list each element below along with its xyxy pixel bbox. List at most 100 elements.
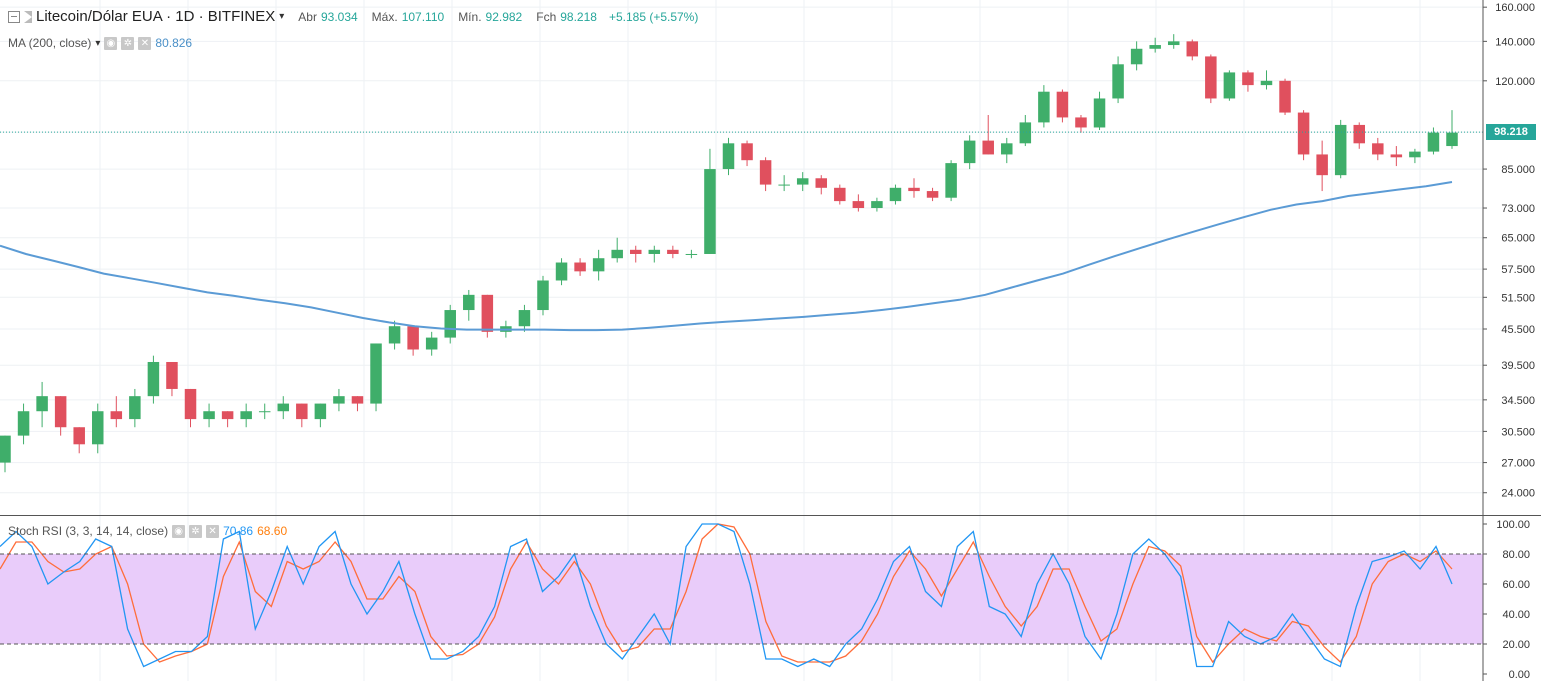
close-label: Fch — [536, 9, 557, 24]
symbol-legend: Litecoin/Dólar EUA · 1D · BITFINEX ▾ Abr… — [8, 8, 698, 25]
candle-body — [54, 396, 67, 428]
candle-body — [1353, 124, 1365, 144]
candle-body — [240, 411, 252, 420]
candle-body — [945, 163, 957, 198]
open-label: Abr — [298, 9, 317, 24]
stoch-tick-label: 0.00 — [1509, 669, 1530, 681]
candle-body — [73, 427, 85, 445]
price-tick-label: 140.000 — [1495, 36, 1535, 48]
stoch-k-value: 70.86 — [223, 524, 254, 538]
candle-body — [834, 187, 846, 202]
candle-body — [1372, 143, 1384, 155]
candle-body — [17, 411, 30, 436]
close-icon[interactable]: ✕ — [206, 524, 220, 538]
candle-body — [889, 187, 902, 202]
candle-body — [574, 262, 586, 272]
price-tick-label: 73.000 — [1501, 203, 1535, 215]
candle-body — [129, 396, 141, 420]
close-icon[interactable]: ✕ — [138, 36, 152, 50]
candle-body — [203, 411, 215, 420]
ma-value: 80.826 — [155, 36, 193, 50]
stoch-label[interactable]: Stoch RSI (3, 3, 14, 14, close) — [8, 524, 169, 538]
candle-body — [741, 143, 753, 161]
candle-body — [0, 435, 11, 463]
candle-body — [277, 403, 290, 412]
open-value: 93.034 — [320, 9, 358, 24]
candle-body — [1316, 154, 1328, 176]
candle-body — [1019, 122, 1032, 144]
candle-body — [648, 249, 661, 254]
flag-icon[interactable] — [24, 10, 32, 23]
low-value: 92.982 — [485, 9, 523, 24]
collapse-icon[interactable] — [8, 10, 20, 23]
stoch-d-value: 68.60 — [257, 524, 288, 538]
candle-body — [407, 326, 419, 350]
low-label: Mín. — [458, 9, 482, 24]
gear-icon[interactable]: ✲ — [189, 524, 203, 538]
stoch-legend: Stoch RSI (3, 3, 14, 14, close) ◉ ✲ ✕ 70… — [8, 524, 287, 538]
candle-body — [778, 184, 790, 186]
gear-icon[interactable]: ✲ — [121, 36, 135, 50]
candle-body — [1186, 41, 1199, 57]
ma-legend: MA (200, close) ▾ ◉ ✲ ✕ 80.826 — [8, 36, 192, 50]
high-value: 107.110 — [401, 9, 445, 24]
eye-icon[interactable]: ◉ — [104, 36, 118, 50]
price-tick-label: 39.500 — [1501, 360, 1535, 372]
price-tick-label: 120.000 — [1495, 76, 1535, 88]
candle-body — [611, 249, 623, 259]
price-tick-label: 51.500 — [1501, 292, 1535, 304]
candle-body — [629, 249, 642, 254]
eye-icon[interactable]: ◉ — [172, 524, 186, 538]
chevron-down-icon[interactable]: ▾ — [279, 11, 285, 22]
price-tick-label: 57.500 — [1501, 264, 1535, 276]
candle-body — [463, 294, 475, 311]
candle-body — [815, 178, 828, 188]
candle-body — [592, 258, 605, 272]
price-tick-label: 24.000 — [1501, 488, 1535, 500]
ma-label[interactable]: MA (200, close) — [8, 36, 92, 50]
price-tick-label: 34.500 — [1501, 395, 1535, 407]
candle-body — [296, 403, 308, 420]
candle-body — [1205, 56, 1217, 99]
candle-body — [685, 253, 698, 255]
symbol-title[interactable]: Litecoin/Dólar EUA · 1D · BITFINEX — [36, 8, 276, 25]
candle-body — [1001, 143, 1013, 155]
candle-body — [1242, 72, 1254, 86]
price-tick-label: 27.000 — [1501, 458, 1535, 470]
candle-body — [184, 388, 197, 420]
candle-body — [1223, 72, 1236, 99]
candle-body — [759, 160, 772, 185]
price-tick-label: 65.000 — [1501, 233, 1535, 245]
candle-body — [722, 143, 735, 170]
candle-body — [963, 140, 976, 164]
stoch-overbought-oversold-band — [0, 554, 1483, 644]
candle-body — [258, 411, 271, 413]
candle-body — [1075, 117, 1087, 128]
stoch-tick-label: 80.00 — [1502, 549, 1530, 561]
price-tick-label: 45.500 — [1501, 324, 1535, 336]
candle-body — [1409, 151, 1421, 158]
candle-body — [1038, 91, 1050, 123]
candle-body — [1093, 98, 1106, 128]
price-tick-label: 85.000 — [1501, 164, 1535, 176]
candle-body — [92, 411, 104, 445]
candle-body — [1149, 45, 1161, 49]
chevron-down-icon[interactable]: ▾ — [95, 37, 101, 49]
candle-body — [444, 310, 456, 338]
candle-body — [1390, 154, 1403, 158]
candle-body — [871, 201, 883, 209]
price-tick-label: 30.500 — [1501, 426, 1535, 438]
candlestick-series — [0, 34, 1458, 473]
candle-body — [314, 403, 327, 420]
ma-line — [0, 181, 1453, 332]
stoch-tick-label: 100.00 — [1496, 519, 1530, 531]
candle-body — [1427, 132, 1440, 152]
current-price-tag: 98.218 — [1486, 124, 1536, 141]
candle-body — [667, 249, 679, 254]
candle-body — [36, 396, 48, 412]
stoch-k-line — [0, 523, 1453, 668]
candle-body — [1130, 48, 1143, 65]
candle-body — [926, 191, 939, 198]
candle-body — [1112, 64, 1124, 99]
